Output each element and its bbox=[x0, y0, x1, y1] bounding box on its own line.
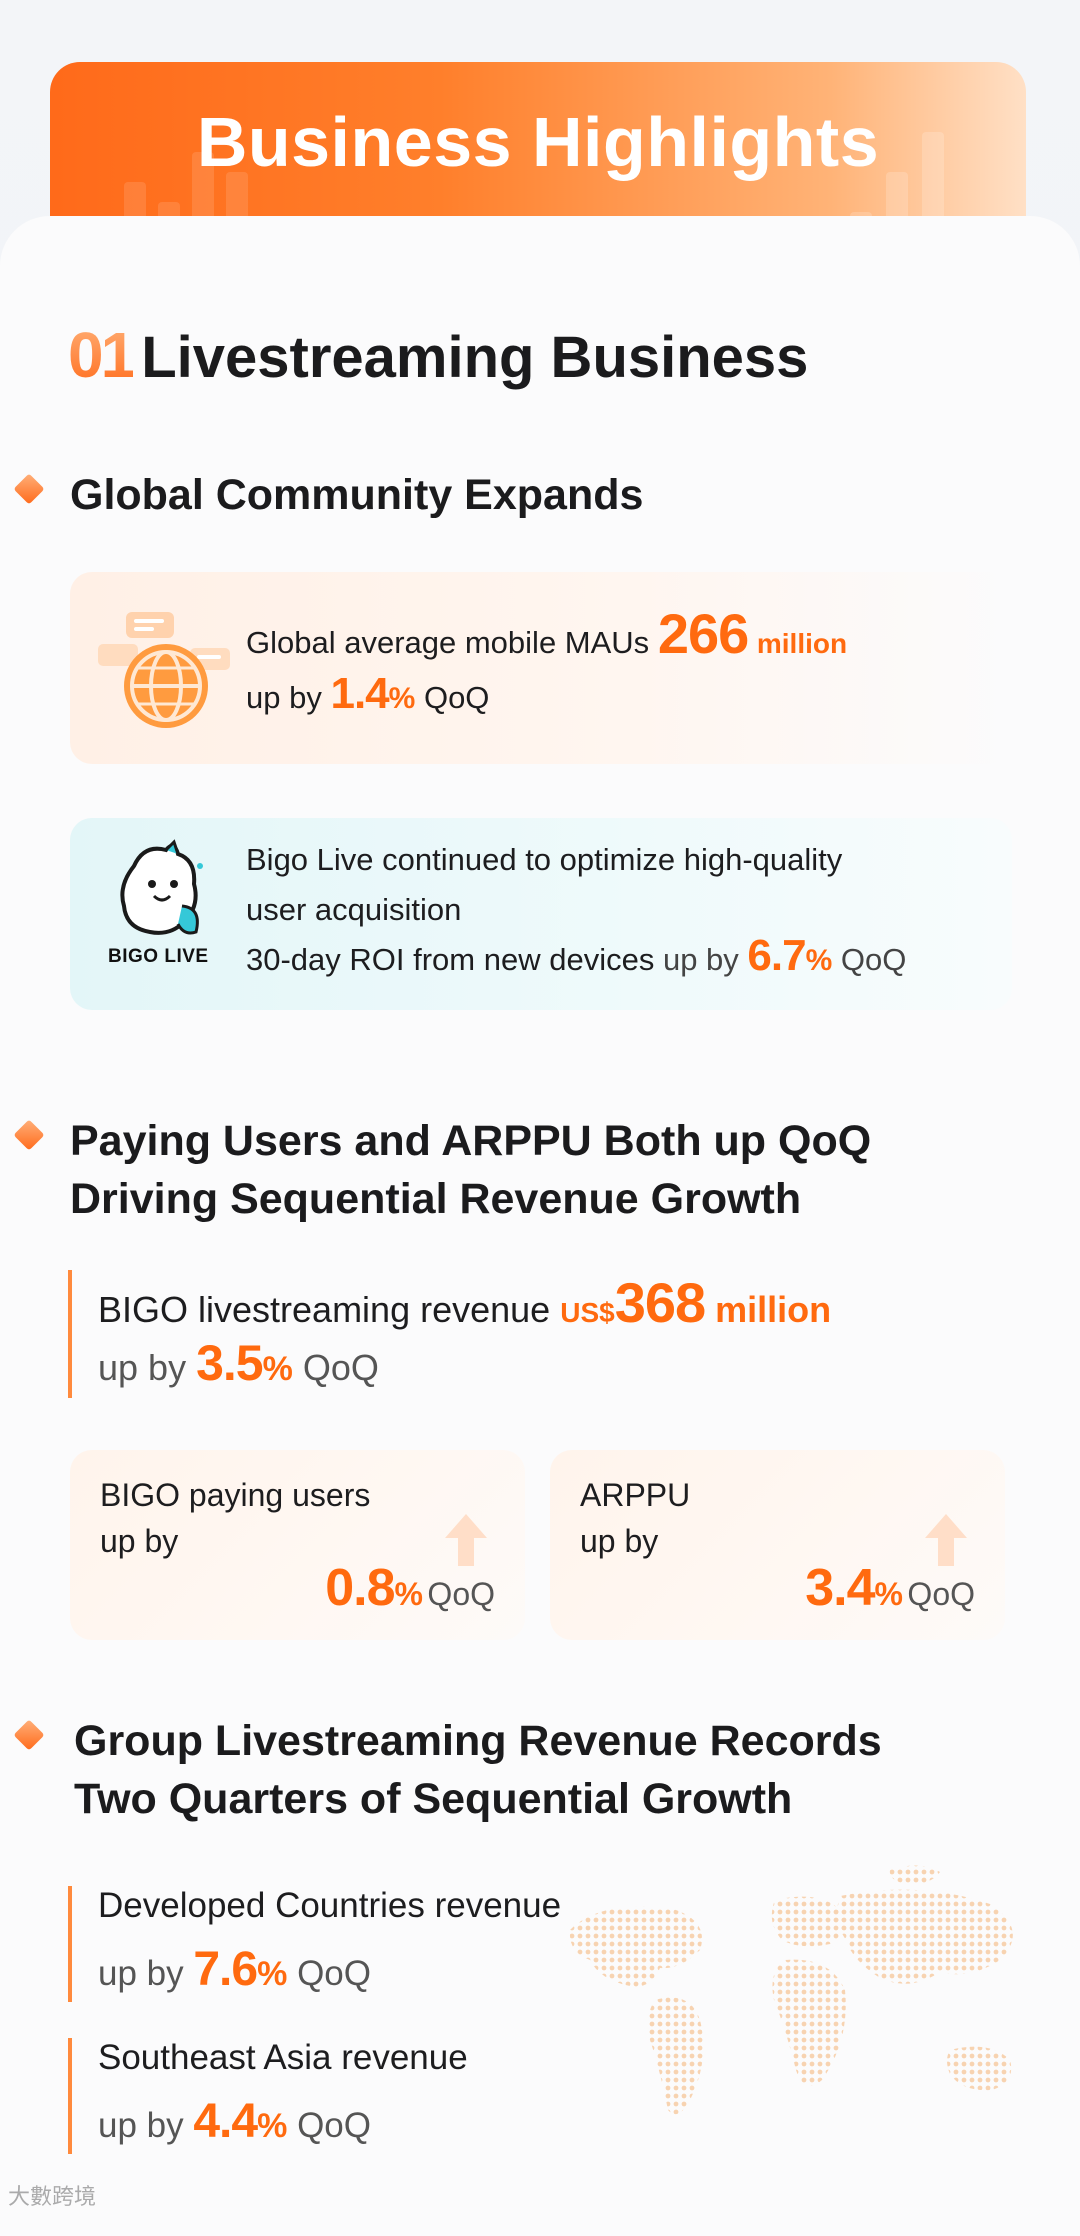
revenue-pct-sign: % bbox=[262, 1350, 293, 1388]
subsection-title: Global Community Expands bbox=[70, 471, 644, 519]
developed-line-1: Developed Countries revenue bbox=[98, 1886, 562, 1925]
sea-qoq: QoQ bbox=[297, 2106, 371, 2145]
revenue-currency: US$ bbox=[560, 1297, 615, 1328]
paying-users-value: 0.8% QoQ bbox=[325, 1558, 495, 1618]
mau-pct-sign: % bbox=[388, 682, 416, 715]
up-arrow-icon bbox=[445, 1514, 487, 1566]
sea-line-1: Southeast Asia revenue bbox=[98, 2038, 468, 2077]
section-number: 01 bbox=[68, 319, 136, 391]
subsection-heading-group: Group Livestreaming Revenue Records Two … bbox=[18, 1712, 882, 1828]
revenue-upby: up by bbox=[98, 1347, 187, 1388]
mau-label: Global average mobile MAUs bbox=[246, 625, 650, 660]
world-map-illustration bbox=[569, 1865, 1013, 2115]
arppu-label: ARPPU bbox=[580, 1477, 691, 1513]
arppu-title: ARPPU up by bbox=[580, 1472, 690, 1564]
paying-users-upby: up by bbox=[100, 1523, 179, 1559]
arppu-number: 3.4 bbox=[805, 1559, 875, 1617]
arppu-pct-sign: % bbox=[874, 1576, 903, 1612]
sea-line-2: up by 4.4% QoQ bbox=[98, 2094, 468, 2154]
mau-upby: up by bbox=[246, 680, 322, 715]
diamond-bullet-icon bbox=[18, 478, 44, 504]
bigo-line-3: 30-day ROI from new devices up by 6.7% Q… bbox=[246, 934, 906, 983]
developed-line-2: up by 7.6% QoQ bbox=[98, 1942, 561, 2002]
subsection-heading-paying: Paying Users and ARPPU Both up QoQ Drivi… bbox=[18, 1112, 871, 1228]
mau-pct-value: 1.4 bbox=[330, 669, 389, 718]
subsection-title-line-1: Group Livestreaming Revenue Records bbox=[74, 1717, 882, 1765]
page-title: Business Highlights bbox=[196, 103, 880, 181]
mau-line-2: up by 1.4% QoQ bbox=[246, 672, 489, 721]
mau-unit: million bbox=[756, 628, 848, 659]
arppu-qoq: QoQ bbox=[907, 1576, 975, 1612]
subsection-title-line-1: Paying Users and ARPPU Both up QoQ bbox=[70, 1117, 872, 1165]
subsection-title: Paying Users and ARPPU Both up QoQ Drivi… bbox=[70, 1112, 871, 1228]
subsection-title-line-2: Driving Sequential Revenue Growth bbox=[70, 1175, 802, 1223]
developed-pct-value: 7.6 bbox=[193, 1943, 258, 1996]
bigo-pct-sign: % bbox=[805, 944, 833, 977]
bigo-line-2: user acquisition bbox=[246, 892, 462, 927]
developed-upby: up by bbox=[98, 1954, 184, 1993]
sea-upby: up by bbox=[98, 2106, 184, 2145]
sea-pct-value: 4.4 bbox=[193, 2095, 258, 2148]
diamond-bullet-icon bbox=[18, 1724, 44, 1750]
sea-revenue-stat: Southeast Asia revenue up by 4.4% QoQ bbox=[68, 2038, 468, 2154]
bigo-logo-label: BIGO LIVE bbox=[108, 946, 209, 967]
paying-users-pct-sign: % bbox=[394, 1576, 423, 1612]
paying-users-number: 0.8 bbox=[325, 1559, 395, 1617]
section-title-text: Livestreaming Business bbox=[141, 325, 809, 390]
paying-users-label: BIGO paying users bbox=[100, 1477, 371, 1513]
revenue-value: 368 bbox=[614, 1271, 706, 1334]
developed-revenue-stat: Developed Countries revenue up by 7.6% Q… bbox=[68, 1886, 561, 2002]
subsection-title-line-2: Two Quarters of Sequential Growth bbox=[74, 1775, 793, 1823]
revenue-qoq: QoQ bbox=[302, 1347, 379, 1388]
mau-value: 266 bbox=[657, 602, 749, 665]
subsection-heading-community: Global Community Expands bbox=[18, 466, 643, 524]
up-arrow-icon bbox=[925, 1514, 967, 1566]
arppu-card: ARPPU up by 3.4% QoQ bbox=[550, 1450, 1005, 1640]
bigo-line-1: Bigo Live continued to optimize high-qua… bbox=[246, 842, 843, 877]
subsection-title: Group Livestreaming Revenue Records Two … bbox=[74, 1712, 882, 1828]
revenue-pct-value: 3.5 bbox=[196, 1335, 264, 1391]
globe-chat-icon bbox=[98, 612, 230, 728]
watermark: 大數跨境 bbox=[8, 2184, 97, 2209]
paying-users-qoq: QoQ bbox=[427, 1576, 495, 1612]
bigo-revenue-stat: BIGO livestreaming revenue US$ 368 milli… bbox=[68, 1270, 831, 1398]
arppu-value: 3.4% QoQ bbox=[805, 1558, 975, 1618]
bigo-roi-label: 30-day ROI from new devices bbox=[246, 942, 655, 977]
paying-users-card: BIGO paying users up by 0.8% QoQ bbox=[70, 1450, 525, 1640]
mau-card: Global average mobile MAUs 266 million u… bbox=[70, 572, 1012, 764]
revenue-label: BIGO livestreaming revenue bbox=[98, 1289, 551, 1330]
mau-line-1: Global average mobile MAUs 266 million bbox=[246, 606, 848, 666]
diamond-bullet-icon bbox=[18, 1124, 44, 1150]
arppu-upby: up by bbox=[580, 1523, 659, 1559]
bigo-mascot-icon bbox=[120, 839, 203, 935]
paying-users-title: BIGO paying users up by bbox=[100, 1472, 370, 1564]
revenue-unit: million bbox=[715, 1289, 832, 1330]
revenue-line-1: BIGO livestreaming revenue US$ 368 milli… bbox=[98, 1270, 831, 1334]
sea-pct-sign: % bbox=[257, 2107, 288, 2145]
bigo-qoq: QoQ bbox=[840, 942, 907, 977]
section-title: 01 Livestreaming Business bbox=[68, 318, 808, 392]
revenue-line-2: up by 3.5% QoQ bbox=[98, 1334, 831, 1398]
bigo-pct-value: 6.7 bbox=[747, 931, 806, 980]
bigo-card: BIGO LIVE Bigo Live continued to optimiz… bbox=[70, 818, 1012, 1010]
bigo-upby: up by bbox=[662, 942, 739, 977]
developed-qoq: QoQ bbox=[297, 1954, 371, 1993]
mau-qoq: QoQ bbox=[423, 680, 490, 715]
developed-pct-sign: % bbox=[257, 1955, 288, 1993]
